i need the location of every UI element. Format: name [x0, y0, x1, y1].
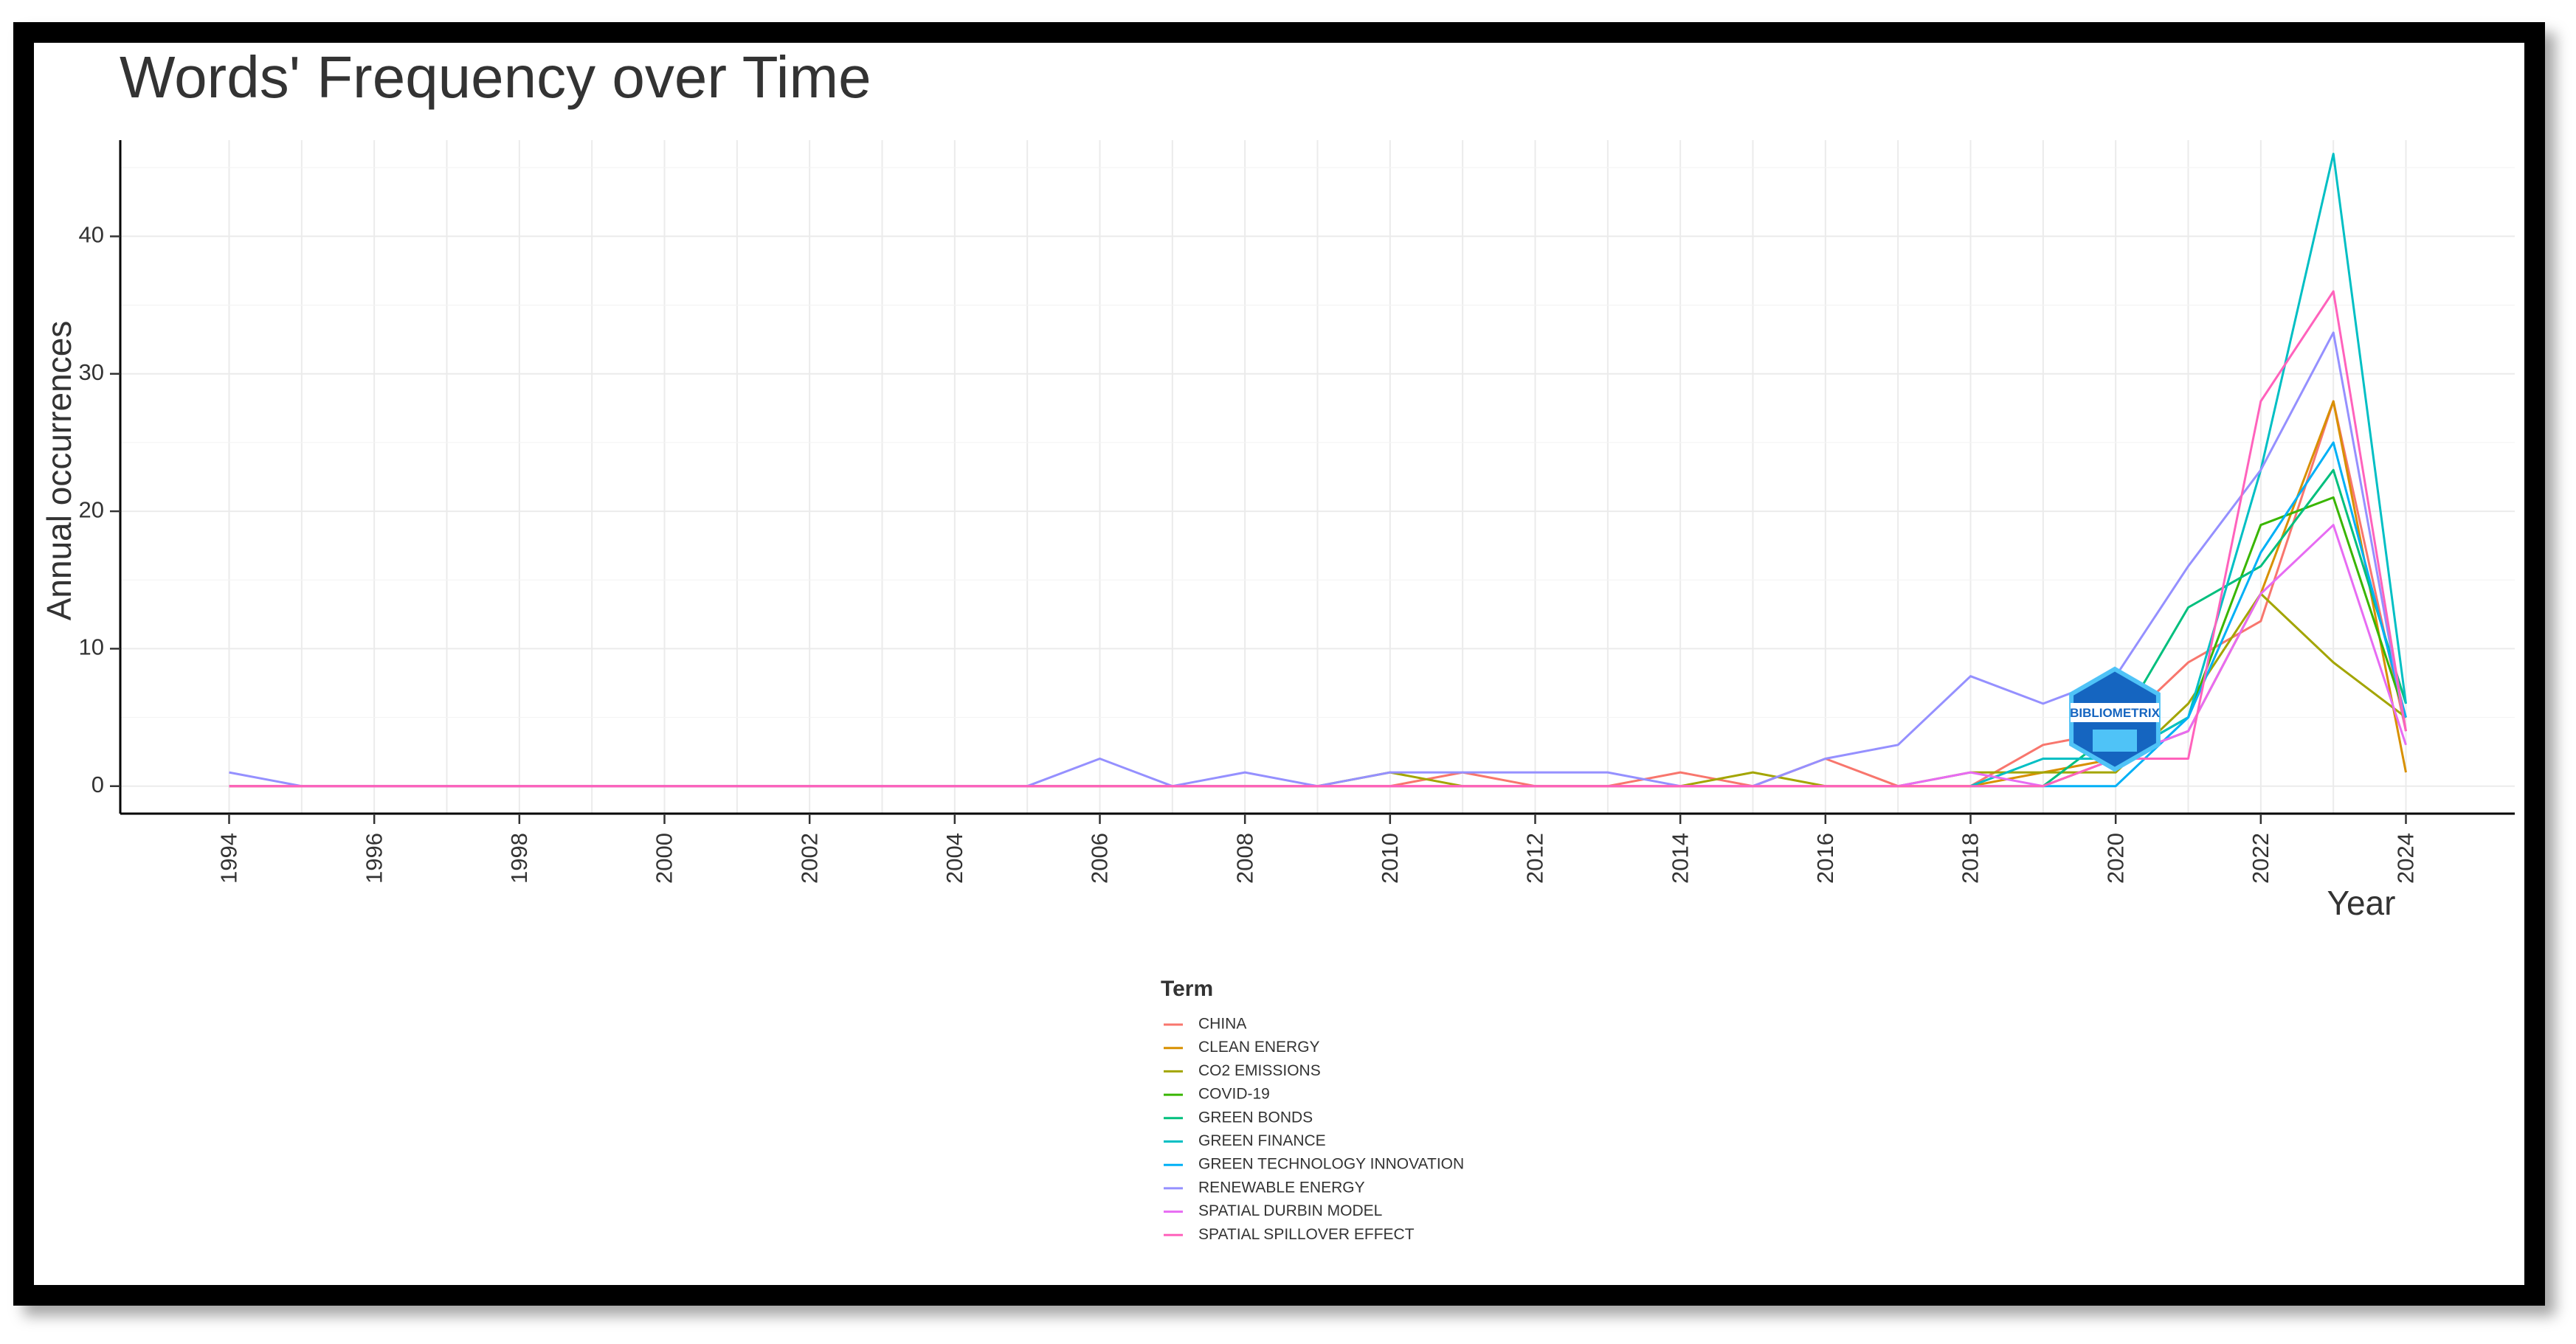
- logo-band: [2071, 703, 2159, 722]
- x-tick-label: 2024: [2393, 833, 2419, 884]
- bibliometrix-logo: BIBLIOMETRIX: [2069, 666, 2161, 772]
- x-tick-label: 2000: [652, 833, 677, 884]
- legend-label: COVID-19: [1198, 1086, 1270, 1103]
- series-line-spatial-spillover-effect: [229, 290, 2407, 788]
- y-axis-title: Annual occurrences: [40, 321, 78, 621]
- legend-label: GREEN FINANCE: [1198, 1132, 1326, 1149]
- legend-title: Term: [1161, 977, 1213, 1001]
- x-tick-label: 1994: [216, 833, 242, 884]
- x-tick-label: 2016: [1812, 833, 1838, 884]
- x-tick-label: 1996: [361, 833, 387, 884]
- logo-text: BIBLIOMETRIX: [2070, 706, 2160, 720]
- legend: Term CHINA CLEAN ENERGY CO2 EMISSIONS COVID…: [1161, 977, 1464, 1243]
- legend-label: CO2 EMISSIONS: [1198, 1062, 1321, 1079]
- series-line-green-technology-innovation: [2043, 441, 2407, 788]
- x-tick-label: 2020: [2102, 833, 2128, 884]
- legend-label: SPATIAL DURBIN MODEL: [1198, 1202, 1382, 1219]
- x-tick-label: 2004: [942, 833, 967, 884]
- legend-label: SPATIAL SPILLOVER EFFECT: [1198, 1226, 1415, 1243]
- legend-label: CLEAN ENERGY: [1198, 1039, 1320, 1056]
- x-tick-label: 2002: [796, 833, 822, 884]
- legend-label: GREEN TECHNOLOGY INNOVATION: [1198, 1156, 1464, 1173]
- x-axis-title: Year: [2327, 884, 2396, 922]
- legend-label: CHINA: [1198, 1016, 1246, 1033]
- y-tick-label: 20: [79, 496, 104, 522]
- legend-label: RENEWABLE ENERGY: [1198, 1179, 1365, 1196]
- y-tick-label: 40: [79, 222, 104, 248]
- x-tick-label: 2014: [1667, 833, 1693, 884]
- y-tick-label: 10: [79, 634, 104, 660]
- y-tick-label: 0: [91, 772, 104, 797]
- ticks: 1994 1996 1998 2000 2002 2004 2006 2008 2010 2012…: [79, 222, 2419, 884]
- y-tick-label: 30: [79, 359, 104, 385]
- x-tick-label: 2012: [1522, 833, 1548, 884]
- x-tick-label: 2006: [1087, 833, 1113, 884]
- x-tick-label: 2008: [1232, 833, 1257, 884]
- legend-label: GREEN BONDS: [1198, 1109, 1313, 1126]
- chart-title: Words' Frequency over Time: [120, 44, 871, 110]
- x-tick-label: 2018: [1958, 833, 1983, 884]
- x-tick-label: 2010: [1377, 833, 1403, 884]
- x-tick-label: 2022: [2248, 833, 2273, 884]
- x-tick-label: 1998: [506, 833, 532, 884]
- logo-mark: [2093, 730, 2137, 752]
- series-lines: [229, 153, 2407, 788]
